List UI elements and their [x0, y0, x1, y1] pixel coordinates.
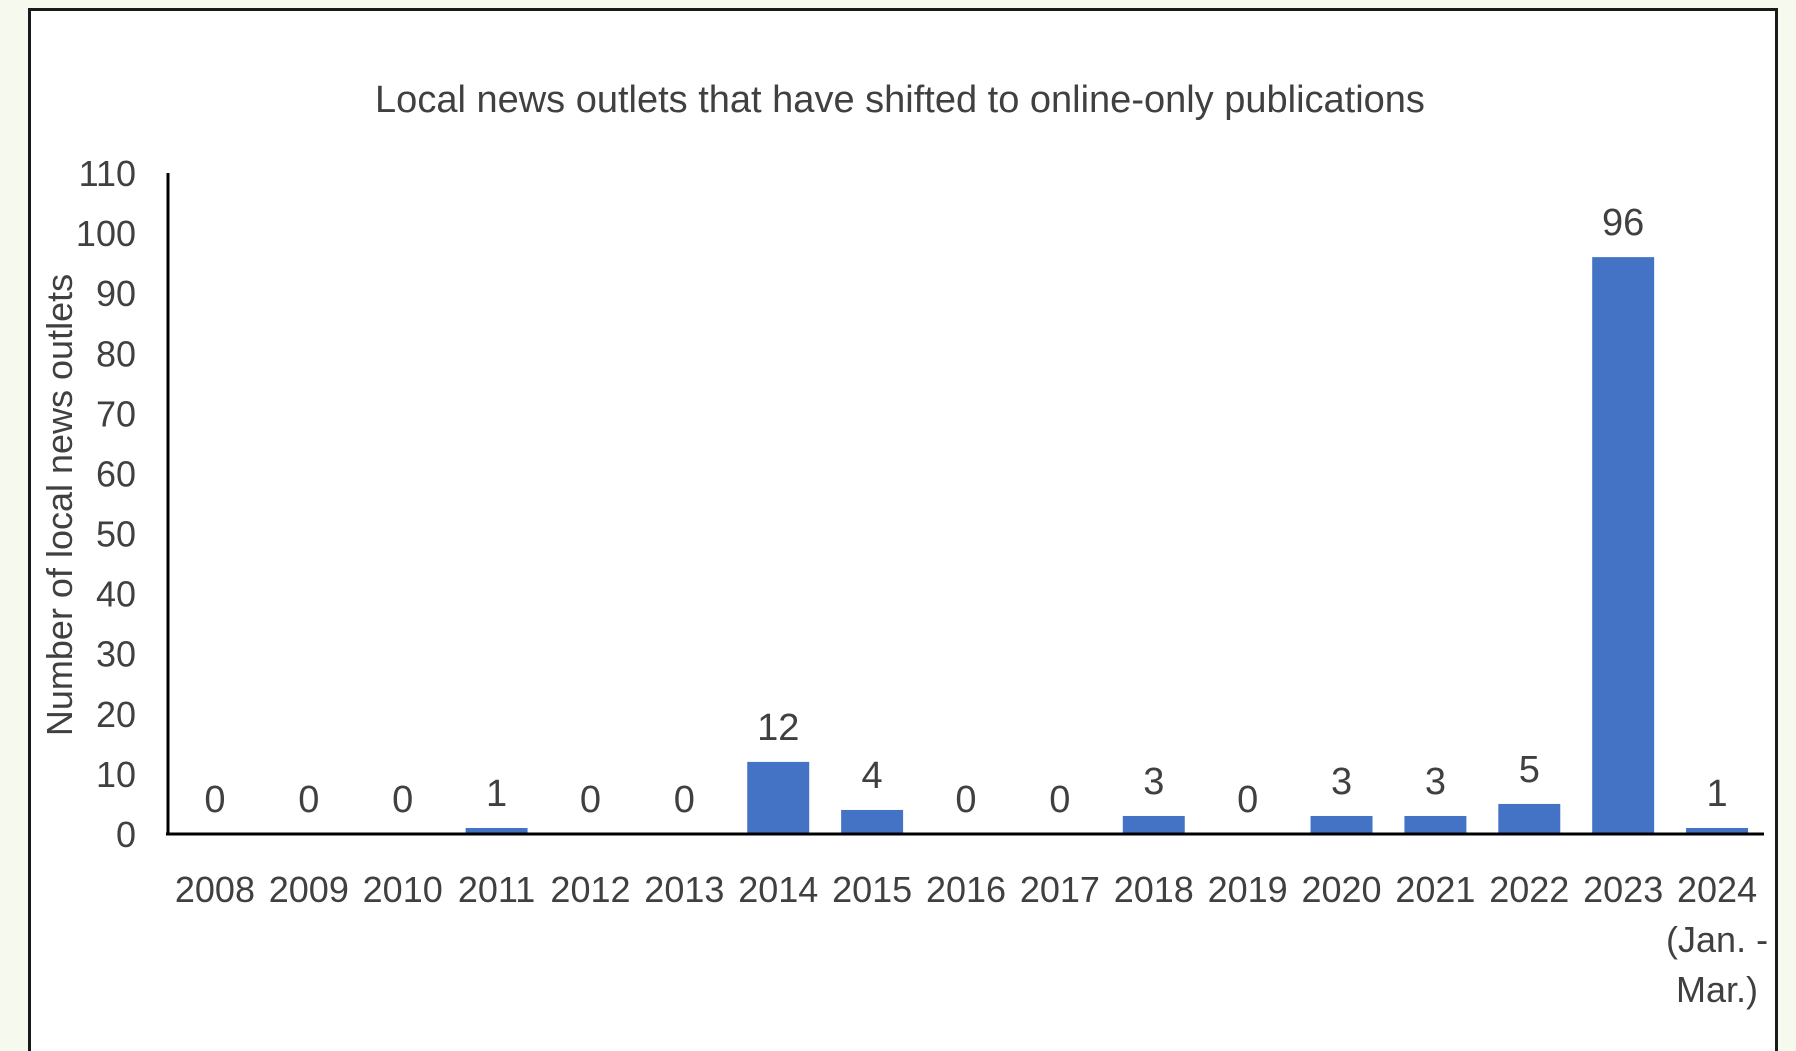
x-tick-label: 2017: [1020, 869, 1100, 910]
y-tick-label: 20: [96, 694, 136, 735]
y-tick-label: 100: [76, 213, 136, 254]
data-label: 3: [1425, 761, 1446, 803]
x-tick-label-line: (Jan. -: [1666, 919, 1768, 960]
x-tick-label-line: 2019: [1208, 869, 1288, 910]
data-label: 0: [674, 779, 695, 821]
x-tick-label: 2020: [1301, 869, 1381, 910]
data-label: 0: [392, 779, 413, 821]
x-tick-label: 2013: [644, 869, 724, 910]
data-label: 4: [862, 755, 883, 797]
y-tick-label: 40: [96, 574, 136, 615]
x-tick-label-line: 2014: [738, 869, 818, 910]
x-tick-label-line: 2011: [458, 869, 535, 910]
x-tick-label: 2024 (Jan. - Mar.): [1666, 869, 1768, 1010]
data-label: 0: [955, 779, 976, 821]
chart-title: Local news outlets that have shifted to …: [375, 79, 1425, 121]
x-tick-label-line: 2024: [1677, 869, 1757, 910]
x-tick-label: 2010: [363, 869, 443, 910]
data-label: 0: [298, 779, 319, 821]
y-axis-label: Number of local news outlets: [39, 274, 80, 736]
x-tick-label: 2016: [926, 869, 1006, 910]
x-tick-label-line: 2012: [550, 869, 630, 910]
x-tick-label-line: 2015: [832, 869, 912, 910]
x-tick-label-line: 2021: [1395, 869, 1475, 910]
x-tick-label: 2015: [832, 869, 912, 910]
bar: [1592, 257, 1655, 834]
bars: [465, 257, 1749, 834]
y-tick-label: 10: [96, 754, 136, 795]
y-tick-label: 30: [96, 634, 136, 675]
x-tick-label: 2008: [175, 869, 255, 910]
x-tick-label: 2012: [550, 869, 630, 910]
bar: [1122, 815, 1185, 834]
x-tick-label-line: 2023: [1583, 869, 1663, 910]
data-label: 3: [1331, 761, 1352, 803]
x-tick-label: 2009: [269, 869, 349, 910]
x-tick-label-line: Mar.): [1676, 969, 1758, 1010]
bar: [465, 827, 528, 834]
x-tick-label-line: 2016: [926, 869, 1006, 910]
x-tick-labels: 2008 2009 2010 2011 2012 2013 2014 2015 2016 2017…: [175, 869, 1768, 1010]
data-label: 0: [204, 779, 225, 821]
data-label: 12: [757, 707, 799, 749]
bar: [1404, 815, 1467, 834]
x-tick-label: 2023: [1583, 869, 1663, 910]
x-tick-label: 2014: [738, 869, 818, 910]
x-tick-label: 2019: [1208, 869, 1288, 910]
x-tick-label: 2018: [1114, 869, 1194, 910]
y-tick-labels: 0 10 20 30 40 50 60 70 80 90 100 110: [76, 153, 136, 855]
data-label: 96: [1602, 202, 1644, 244]
x-tick-label-line: 2013: [644, 869, 724, 910]
data-label: 0: [1049, 779, 1070, 821]
y-tick-label: 50: [96, 514, 136, 555]
data-label: 1: [1706, 773, 1727, 815]
data-label: 0: [1237, 779, 1258, 821]
bar: [747, 761, 810, 834]
bar: [841, 809, 904, 834]
x-tick-label: 2021: [1395, 869, 1475, 910]
chart-frame: [28, 8, 1778, 1051]
y-tick-label: 90: [96, 273, 136, 314]
y-tick-label: 0: [116, 814, 136, 855]
y-tick-label: 110: [79, 153, 136, 194]
x-tick-label: 2022: [1489, 869, 1569, 910]
bar: [1310, 815, 1373, 834]
x-tick-label: 2011: [458, 869, 535, 910]
y-tick-label: 70: [96, 393, 136, 434]
x-tick-label-line: 2022: [1489, 869, 1569, 910]
x-tick-label-line: 2008: [175, 869, 255, 910]
data-label: 3: [1143, 761, 1164, 803]
data-label: 1: [486, 773, 507, 815]
y-tick-label: 60: [96, 453, 136, 494]
data-labels: 0 0 0 1 0 0 12 4 0 0 3 0 3 3 5 96 1: [204, 202, 1727, 821]
bar: [1686, 827, 1749, 834]
x-tick-label-line: 2010: [363, 869, 443, 910]
data-label: 5: [1519, 749, 1540, 791]
data-label: 0: [580, 779, 601, 821]
x-tick-label-line: 2017: [1020, 869, 1100, 910]
x-tick-label-line: 2009: [269, 869, 349, 910]
x-tick-label-line: 2020: [1301, 869, 1381, 910]
x-tick-label-line: 2018: [1114, 869, 1194, 910]
y-tick-label: 80: [96, 333, 136, 374]
bar: [1498, 803, 1561, 834]
